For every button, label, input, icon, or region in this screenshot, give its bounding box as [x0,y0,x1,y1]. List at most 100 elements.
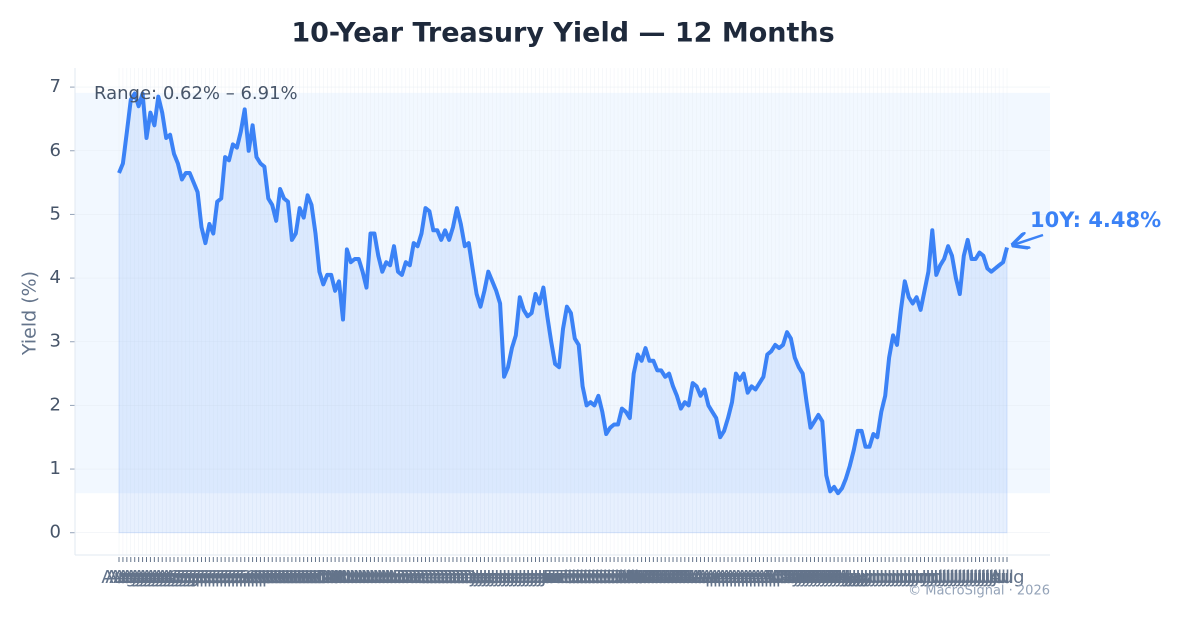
x-tick-label: Mar [648,567,683,588]
x-tick-label: Jan [489,567,518,588]
x-tick-label: Mar [644,567,679,588]
x-tick-label: May [823,567,861,588]
x-tick-label: Jun [854,567,883,588]
x-tick-label: Jul [960,567,983,588]
x-tick-label: Apr [752,567,784,588]
x-tick-label: Jun [874,567,903,588]
y-tick-label: 7 [50,76,61,97]
x-tick-label: Jul [968,567,991,588]
x-tick-label: Sep [236,567,270,588]
x-tick-label: Apr [712,567,744,588]
x-tick-label: Jun [866,567,895,588]
x-tick-label: Mar [632,567,667,588]
x-tick-label: Apr [756,567,788,588]
x-tick-label: Jun [858,567,887,588]
x-tick-label: May [835,567,873,588]
x-tick-label: Nov [341,567,376,588]
x-tick-label: Sep [232,567,266,588]
x-tick-label: Jun [905,567,934,588]
x-tick-label: Mar [668,567,703,588]
x-tick-label: Jun [894,567,923,588]
x-tick-label: Jun [909,567,938,588]
x-tick-label: Jun [913,567,942,588]
x-tick-label: Jun [878,567,907,588]
x-tick-label: Oct [265,567,296,588]
x-tick-label: May [804,567,842,588]
y-tick-label: 1 [50,458,61,479]
x-tick-label: Aug [989,567,1024,588]
x-tick-label: Aug [125,567,160,588]
x-tick-label: Jan [505,567,534,588]
x-tick-label: Feb [578,567,610,588]
x-tick-label: Oct [249,567,280,588]
x-tick-label: Aug [133,567,168,588]
x-tick-label: Feb [606,567,638,588]
x-tick-label: Dec [459,567,494,588]
x-tick-label: Oct [304,567,335,588]
x-tick-label: Oct [261,567,292,588]
x-tick-label: Dec [436,567,471,588]
x-tick-label: Aug [101,567,136,588]
x-tick-label: Mar [652,567,687,588]
x-tick-label: Sep [208,567,242,588]
x-tick-label: Aug [137,567,172,588]
x-tick-label: Jul [948,567,971,588]
x-tick-label: Nov [388,567,423,588]
x-tick-label: Feb [551,567,583,588]
x-tick-label: Mar [636,567,671,588]
y-tick-label: 0 [50,522,61,543]
x-tick-label: Aug [113,567,148,588]
x-tick-label: Jun [902,567,931,588]
x-tick-label: Nov [345,567,380,588]
x-tick-label: Sep [169,567,203,588]
x-tick-label: Mar [660,567,695,588]
x-tick-label: Jul [940,567,963,588]
x-tick-label: Jun [862,567,891,588]
x-tick-label: Aug [117,567,152,588]
x-tick-label: Feb [559,567,591,588]
x-tick-label: Nov [380,567,415,588]
x-tick-label: Dec [400,567,435,588]
x-tick-label: Apr [732,567,764,588]
x-tick-label: Nov [337,567,372,588]
x-tick-label: Dec [424,567,459,588]
x-tick-label: Jan [477,567,506,588]
x-tick-label: Aug [141,567,176,588]
x-tick-label: Jan [525,567,554,588]
x-tick-label: Jul [972,567,995,588]
x-tick-label: Sep [173,567,207,588]
x-tick-label: Feb [602,567,634,588]
x-tick-label: May [784,567,822,588]
x-tick-label: Oct [272,567,303,588]
x-tick-label: May [796,567,834,588]
x-tick-label: Feb [547,567,579,588]
x-tick-label: Oct [280,567,311,588]
x-tick-label: Apr [701,567,733,588]
footer: © MacroSignal · 2026 [908,584,1050,599]
x-tick-label: Jan [532,567,561,588]
x-tick-label: Sep [181,567,215,588]
x-tick-label: Aug [153,567,188,588]
x-tick-label: Apr [744,567,776,588]
x-tick-label: Jul [983,567,1006,588]
x-tick-label: May [819,567,857,588]
line [117,91,1009,496]
range-label: Range: 0.62% – 6.91% [94,83,298,104]
x-tick-label: Mar [664,567,699,588]
x-tick-label: Nov [353,567,388,588]
x-tick-label: Dec [396,567,431,588]
y-tick-label: 5 [50,203,61,224]
x-tick-label: Jan [509,567,538,588]
x-tick-label: Nov [376,567,411,588]
x-tick-label: Sep [196,567,230,588]
x-tick-label: Mar [676,567,711,588]
x-tick-label: Sep [185,567,219,588]
x-tick-label: May [780,567,818,588]
x-tick-label: Jul [991,567,1014,588]
x-tick-label: Jul [975,567,998,588]
x-tick-label: Apr [709,567,741,588]
x-tick-label: Jul [936,567,959,588]
x-tick-label: Aug [109,567,144,588]
x-tick-label: Oct [316,567,347,588]
